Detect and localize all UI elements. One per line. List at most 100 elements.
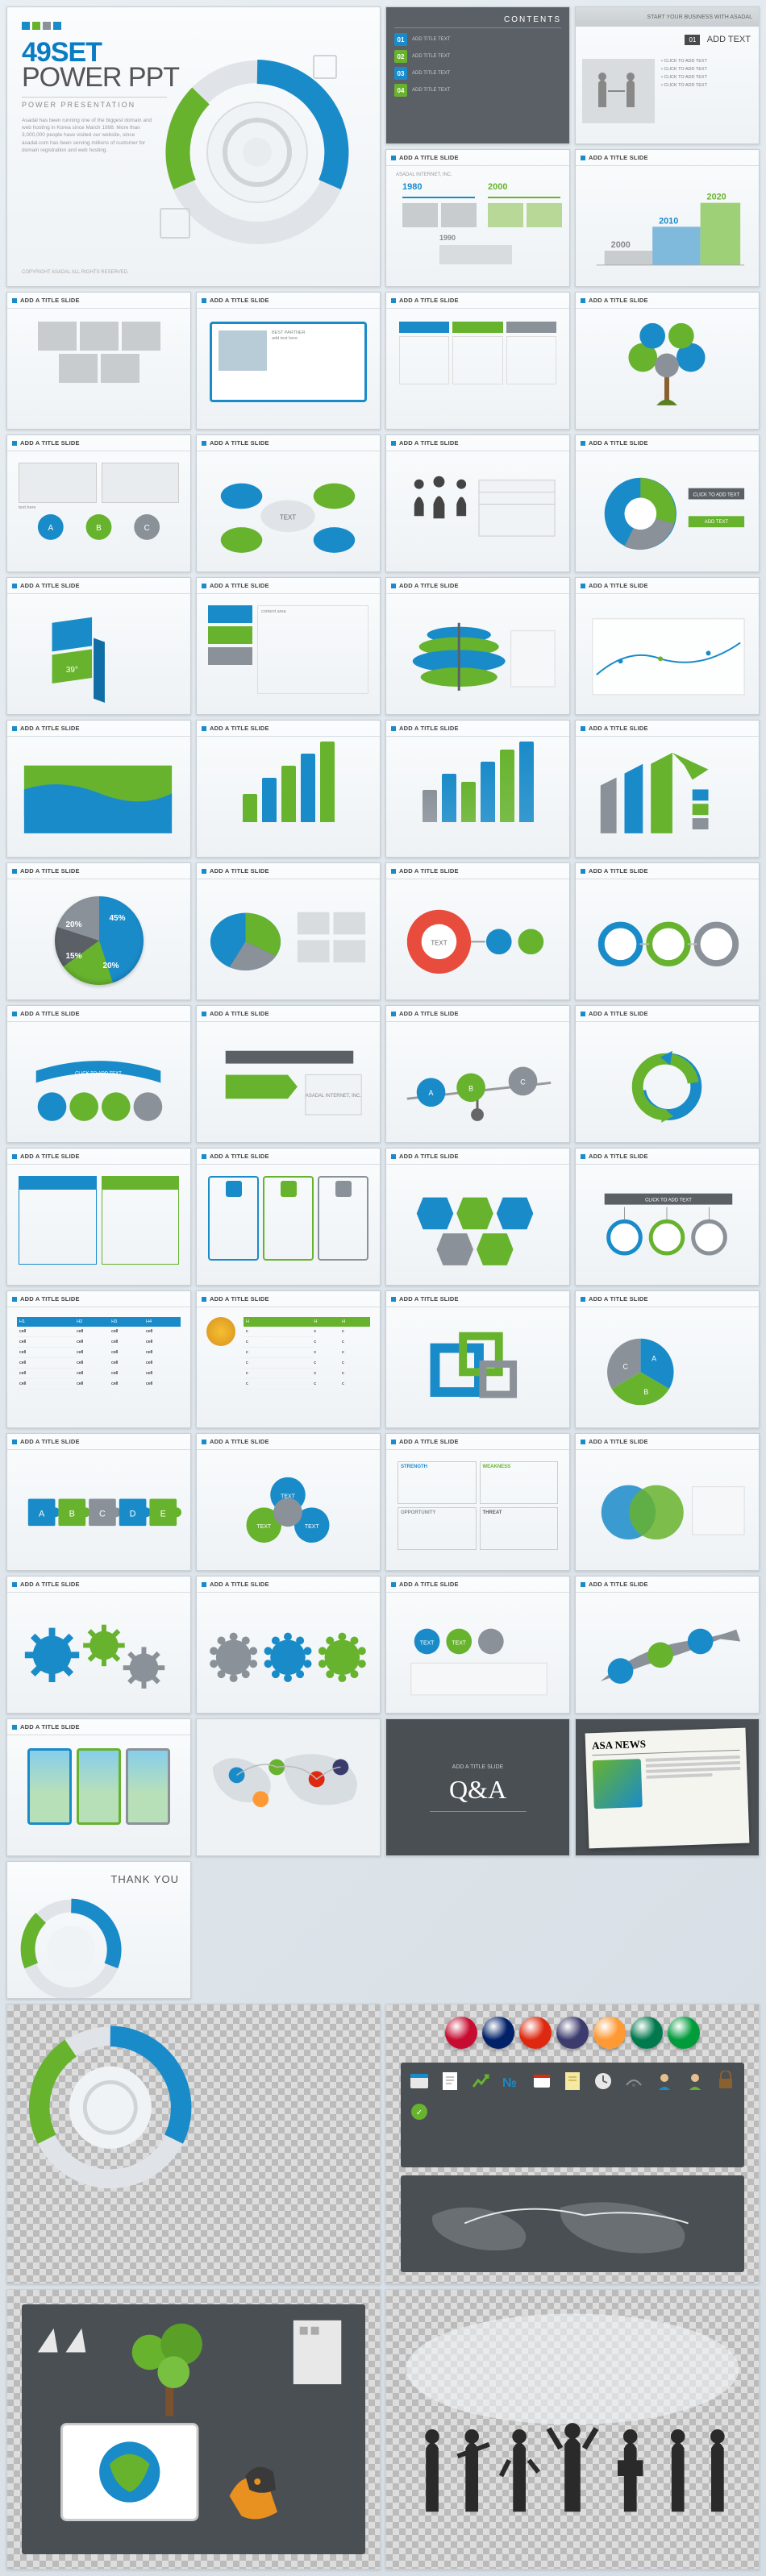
cover-description: Asadal has been running one of the bigge… <box>22 117 159 153</box>
diagram-slide-32: ADD A TITLE SLIDE ABC <box>575 1290 760 1428</box>
svg-text:TEXT: TEXT <box>305 1524 319 1530</box>
slide-body: H1H2H3H4cellcellcellcellcellcellcellcell… <box>7 1307 190 1428</box>
diagram-slide-31: ADD A TITLE SLIDE <box>385 1290 570 1428</box>
diagram-slide-22: ADD A TITLE SLIDE ASADAL INTERNET, INC. <box>196 1005 381 1143</box>
timeline-slide-1: ADD A TITLE SLIDE ASADAL INTERNET, INC. … <box>385 149 570 287</box>
slide-title: ADD A TITLE SLIDE <box>399 1010 459 1017</box>
svg-text:A: A <box>429 1089 434 1097</box>
asset-ring <box>6 2004 381 2284</box>
slide-body <box>7 1593 190 1714</box>
svg-text:B: B <box>468 1084 473 1092</box>
slide-body: text hereABC <box>7 451 190 572</box>
slide-body: STRENGTHWEAKNESSOPPORTUNITYTHREAT <box>386 1450 569 1571</box>
news-title: ASA NEWS <box>592 1735 740 1755</box>
slide-body: TEXTTEXTTEXT <box>197 1450 380 1571</box>
diagram-slide-33: ADD A TITLE SLIDE ABCDE <box>6 1433 191 1571</box>
slide-body: content area <box>197 594 380 715</box>
qa-label: Q&A <box>449 1775 506 1805</box>
slide-title: ADD A TITLE SLIDE <box>210 439 269 447</box>
slide-body: HHHcccccccccccccccccc <box>197 1307 380 1428</box>
slide-body: ABCDE <box>7 1450 190 1571</box>
flag-icon <box>445 2017 477 2049</box>
svg-text:✓: ✓ <box>416 2109 423 2117</box>
slide-body: CLICK TO ADD TEXTADD TEXT <box>576 451 759 572</box>
slide-title: ADD A TITLE SLIDE <box>20 1438 80 1445</box>
slide-body <box>7 309 190 430</box>
slide-title: ADD A TITLE SLIDE <box>210 297 269 304</box>
diagram-slide-17: ADD A TITLE SLIDE 45%20%15%20% <box>6 862 191 1000</box>
diagram-slide-20: ADD A TITLE SLIDE <box>575 862 760 1000</box>
slide-title: ADD A TITLE SLIDE <box>20 725 80 732</box>
slide-title: ADD A TITLE SLIDE <box>399 439 459 447</box>
diagram-slide-35: ADD A TITLE SLIDE STRENGTHWEAKNESSOPPORT… <box>385 1433 570 1571</box>
slide-title: ADD A TITLE SLIDE <box>399 725 459 732</box>
diagram-slide-18: ADD A TITLE SLIDE <box>196 862 381 1000</box>
slide-title: ADD A TITLE SLIDE <box>210 1295 269 1303</box>
flag-icon <box>519 2017 552 2049</box>
slide-body <box>576 879 759 1000</box>
slide-title: ADD A TITLE SLIDE <box>210 582 269 589</box>
slide-body <box>7 737 190 858</box>
intro-top-label: START YOUR BUSINESS WITH ASADAL <box>647 15 752 20</box>
slide-body <box>576 1450 759 1571</box>
flag-icon <box>631 2017 663 2049</box>
contents-item: 04ADD TITLE TEXT <box>394 84 561 97</box>
slide-title: ADD A TITLE SLIDE <box>399 297 459 304</box>
slide-title: ADD A TITLE SLIDE <box>210 1153 269 1160</box>
svg-text:C: C <box>99 1509 106 1519</box>
slide-body <box>197 1165 380 1286</box>
diagram-slide-7: ADD A TITLE SLIDE <box>385 434 570 572</box>
asset-eco <box>6 2289 381 2570</box>
slide-title: ADD A TITLE SLIDE <box>399 1295 459 1303</box>
thankyou-slide: THANK YOU <box>6 1861 191 1999</box>
slide-grid: 49SET POWER PPT POWER PRESENTATION Asada… <box>6 6 760 1999</box>
slide-title: ADD A TITLE SLIDE <box>20 1723 80 1730</box>
diagram-slide-2: ADD A TITLE SLIDE BEST PARTNERadd text h… <box>196 292 381 430</box>
slide-body: CLICK TO ADD TEXT <box>7 1022 190 1143</box>
diagram-slide-5: ADD A TITLE SLIDE text hereABC <box>6 434 191 572</box>
intro-bullets: • CLICK TO ADD TEXT• CLICK TO ADD TEXT• … <box>661 59 752 123</box>
slide-body: TEXT <box>386 879 569 1000</box>
contents-title: CONTENTS <box>394 15 561 28</box>
slide-body <box>576 309 759 430</box>
slide-title: ADD A TITLE SLIDE <box>20 1581 80 1588</box>
slide-body: ABC <box>576 1307 759 1428</box>
slide-title: ADD A TITLE SLIDE <box>589 439 648 447</box>
flag-icon <box>556 2017 589 2049</box>
slide-title: ADD A TITLE SLIDE <box>210 1438 269 1445</box>
slide-body <box>197 879 380 1000</box>
slide-title: ADD A TITLE SLIDE <box>399 1153 459 1160</box>
svg-text:TEXT: TEXT <box>431 939 447 946</box>
year-1980: 1980 <box>402 182 422 192</box>
asset-row-1: № ✓ <box>6 2004 760 2284</box>
asset-row-2 <box>6 2289 760 2570</box>
slide-title: ADD A TITLE SLIDE <box>399 582 459 589</box>
flag-icon <box>668 2017 700 2049</box>
news-slide: ASA NEWS <box>575 1718 760 1856</box>
diagram-slide-30: ADD A TITLE SLIDE HHHcccccccccccccccccc <box>196 1290 381 1428</box>
icon-panel: № ✓ <box>401 2063 744 2167</box>
slide-body <box>386 309 569 430</box>
slide-body <box>386 737 569 858</box>
diagram-slide-29: ADD A TITLE SLIDE H1H2H3H4cellcellcellce… <box>6 1290 191 1428</box>
slide-title: ADD A TITLE SLIDE <box>399 867 459 875</box>
flag-icon <box>593 2017 626 2049</box>
diagram-slide-23: ADD A TITLE SLIDE ABC <box>385 1005 570 1143</box>
slide-title: ADD A TITLE SLIDE <box>589 1153 648 1160</box>
slide-title: ADD A TITLE SLIDE <box>210 867 269 875</box>
slide-title: ADD A TITLE SLIDE <box>210 1010 269 1017</box>
intro-silhouette <box>582 59 655 123</box>
svg-text:№: № <box>502 2076 517 2090</box>
contents-item: 03ADD TITLE TEXT <box>394 67 561 80</box>
contents-item: 01ADD TITLE TEXT <box>394 33 561 46</box>
slide-body <box>386 594 569 715</box>
diagram-slide-24: ADD A TITLE SLIDE <box>575 1005 760 1143</box>
slide-body: 39° <box>7 594 190 715</box>
diagram-slide-36: ADD A TITLE SLIDE <box>575 1433 760 1571</box>
slide-body: CLICK TO ADD TEXT <box>576 1165 759 1286</box>
svg-text:C: C <box>144 524 150 533</box>
diagram-slide-28: ADD A TITLE SLIDE CLICK TO ADD TEXT <box>575 1148 760 1286</box>
svg-text:39°: 39° <box>66 666 78 675</box>
slide-title: ADD A TITLE SLIDE <box>399 1581 459 1588</box>
contents-slide: CONTENTS 01ADD TITLE TEXT02ADD TITLE TEX… <box>385 6 570 144</box>
